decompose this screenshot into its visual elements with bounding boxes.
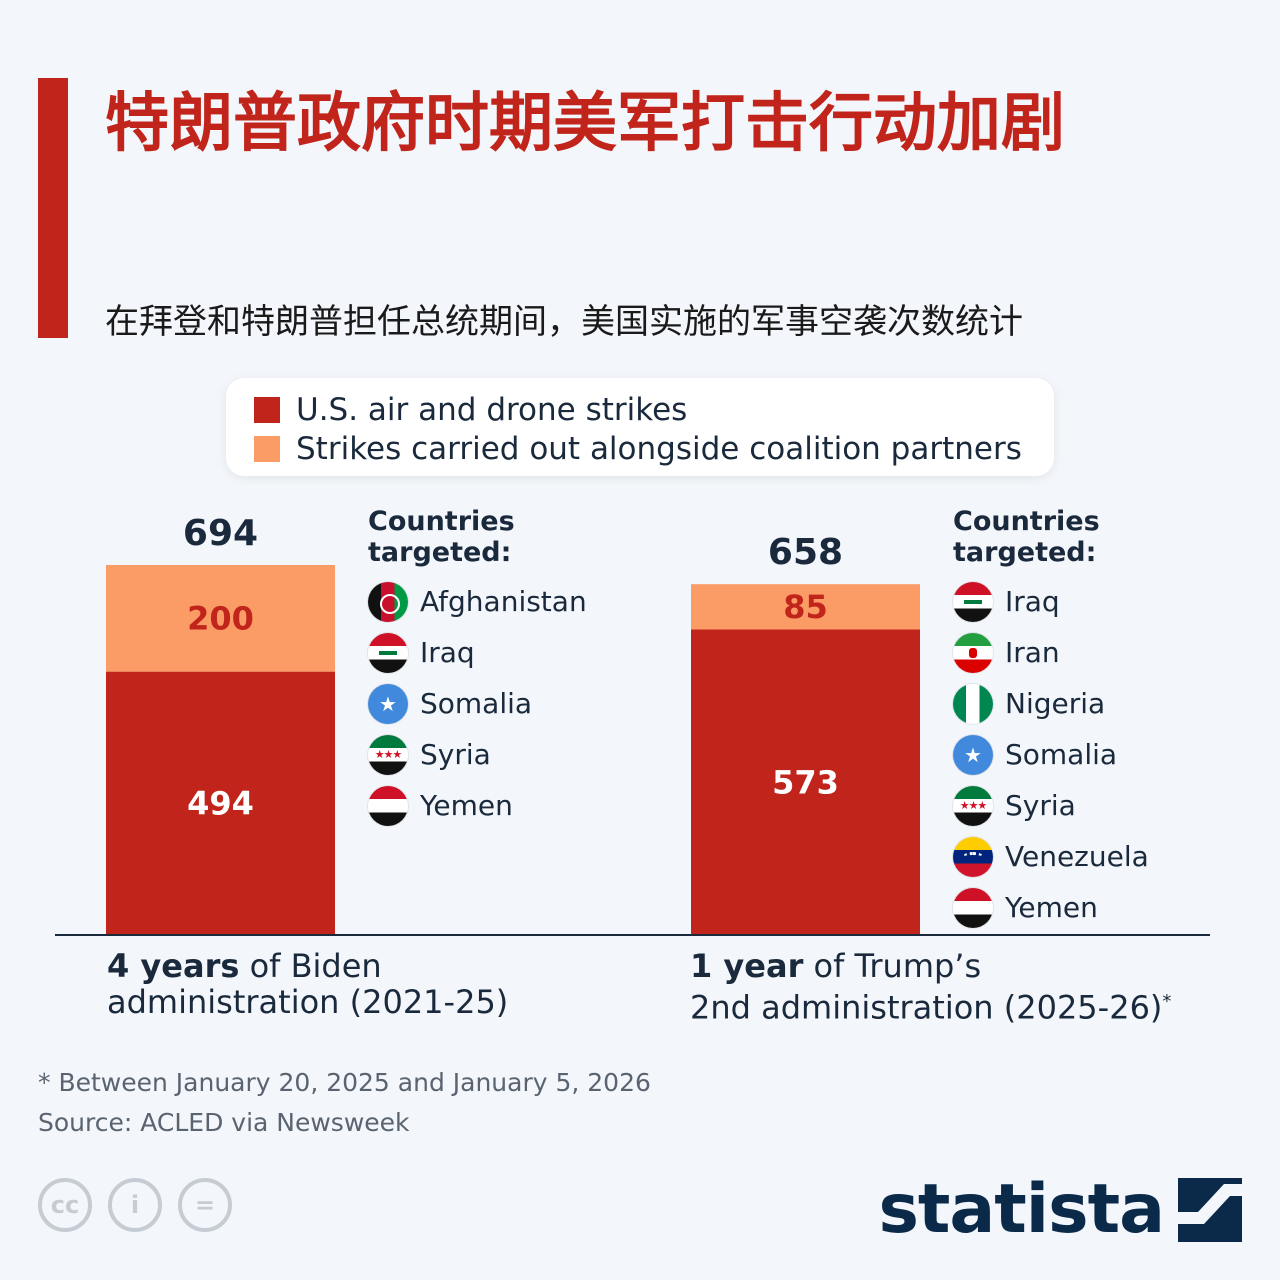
countries-title: Countries targeted: — [368, 506, 515, 568]
country-name: Syria — [1005, 789, 1076, 822]
category-label-trump: 1 year of Trump’s 2nd administration (20… — [690, 948, 1171, 1026]
venezuela-flag-icon — [953, 836, 993, 877]
country-item: ★ Somalia — [368, 678, 668, 729]
country-name: Yemen — [1005, 891, 1098, 924]
country-item: Iran — [953, 627, 1253, 678]
data-label-coalition-strikes: 200 — [187, 599, 254, 637]
legend-label-coalition-strikes: Strikes carried out alongside coalition … — [296, 431, 1022, 467]
iran-flag-icon — [953, 632, 993, 673]
bar-us-strikes — [691, 629, 920, 935]
by-icon[interactable]: i — [108, 1178, 162, 1232]
category-label-bold: 1 year — [690, 947, 804, 985]
data-label-us-strikes: 494 — [187, 784, 254, 822]
country-item: Iraq — [953, 576, 1253, 627]
license-icons: cc i = — [38, 1178, 248, 1232]
legend-item-us-strikes: U.S. air and drone strikes — [254, 392, 687, 428]
chart-subtitle: 在拜登和特朗普担任总统期间，美国实施的军事空袭次数统计 — [105, 302, 1023, 342]
country-item: Afghanistan — [368, 576, 668, 627]
country-item: Venezuela — [953, 831, 1253, 882]
bar-us-strikes — [106, 671, 335, 935]
countries-list-biden: Countries targeted: Afghanistan Iraq ★ Soma… — [368, 506, 668, 831]
country-item: ★★★ Syria — [368, 729, 668, 780]
countries-list-trump: Countries targeted: Iraq Iran Nigeria ★ Soma… — [953, 506, 1253, 933]
category-label-rest: of Biden — [239, 947, 382, 985]
data-label-total: 658 — [768, 532, 843, 573]
legend: U.S. air and drone strikes Strikes carri… — [226, 378, 1054, 476]
country-item: ★ Somalia — [953, 729, 1253, 780]
yemen-flag-icon — [368, 785, 408, 826]
brand-wordmark: statista — [878, 1170, 1165, 1249]
country-name: Syria — [420, 738, 491, 771]
cc-icon[interactable]: cc — [38, 1178, 92, 1232]
data-label-total: 694 — [183, 513, 258, 554]
source-note: Source: ACLED via Newsweek — [38, 1108, 410, 1137]
legend-label-us-strikes: U.S. air and drone strikes — [296, 392, 688, 428]
country-name: Iran — [1005, 636, 1060, 669]
statista-logo[interactable]: statista — [878, 1170, 1242, 1249]
legend-swatch-us-strikes — [254, 397, 280, 423]
footnote: * Between January 20, 2025 and January 5… — [38, 1068, 651, 1097]
country-item: Iraq — [368, 627, 668, 678]
country-name: Iraq — [420, 636, 475, 669]
iraq-flag-icon — [368, 632, 408, 673]
title-accent-bar — [38, 78, 68, 338]
legend-swatch-coalition-strikes — [254, 436, 280, 462]
country-name: Somalia — [1005, 738, 1118, 771]
country-name: Somalia — [420, 687, 533, 720]
footnote-marker: * — [1162, 991, 1172, 1012]
category-label-bold: 4 years — [107, 947, 240, 985]
nd-icon[interactable]: = — [178, 1178, 232, 1232]
legend-item-coalition-strikes: Strikes carried out alongside coalition … — [254, 431, 1022, 467]
data-label-coalition-strikes: 85 — [783, 588, 828, 626]
countries-title: Countries targeted: — [953, 506, 1100, 568]
somalia-flag-icon: ★ — [953, 734, 993, 775]
nigeria-flag-icon — [953, 683, 993, 724]
category-label-line2: 2nd administration (2025-26) — [690, 988, 1163, 1027]
country-item: Nigeria — [953, 678, 1253, 729]
country-name: Iraq — [1005, 585, 1060, 618]
syria-flag-icon: ★★★ — [368, 734, 408, 775]
country-name: Venezuela — [1005, 840, 1149, 873]
country-item: Yemen — [368, 780, 668, 831]
category-label-biden: 4 years of Biden administration (2021-25… — [107, 948, 508, 1020]
category-label-line2: administration (2021-25) — [107, 983, 509, 1021]
bar-coalition-strikes — [691, 584, 920, 630]
country-item: ★★★ Syria — [953, 780, 1253, 831]
bar-coalition-strikes — [106, 565, 335, 672]
country-item: Yemen — [953, 882, 1253, 933]
yemen-flag-icon — [953, 887, 993, 928]
data-label-us-strikes: 573 — [772, 763, 839, 801]
category-label-rest: of Trump’s — [803, 947, 982, 985]
country-name: Yemen — [420, 789, 513, 822]
country-name: Nigeria — [1005, 687, 1106, 720]
iraq-flag-icon — [953, 581, 993, 622]
somalia-flag-icon: ★ — [368, 683, 408, 724]
syria-flag-icon: ★★★ — [953, 785, 993, 826]
afghanistan-flag-icon — [368, 581, 408, 622]
statista-mark-icon — [1178, 1177, 1242, 1242]
chart-title: 特朗普政府时期美军打击行动加剧 — [105, 87, 1065, 161]
country-name: Afghanistan — [420, 585, 587, 618]
